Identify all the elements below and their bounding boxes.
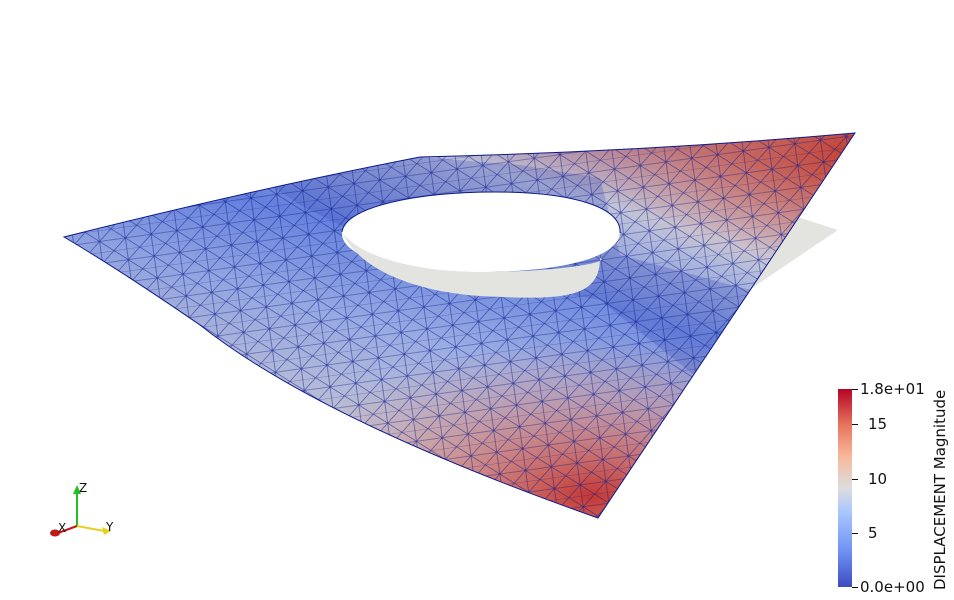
colorbar-tick-label: 10 <box>868 470 888 488</box>
colorbar-title: DISPLACEMENT Magnitude <box>931 389 949 590</box>
axis-y-label: Y <box>106 520 114 534</box>
colorbar-tick-label: 5 <box>868 524 878 542</box>
deformed-plate-mesh <box>62 132 856 519</box>
colorbar-tick <box>852 479 858 480</box>
axis-z-label: Z <box>79 481 88 495</box>
orientation-axes <box>50 485 111 537</box>
colorbar-gradient <box>838 389 852 587</box>
colorbar-tick <box>852 389 858 390</box>
plate-hole <box>341 192 621 272</box>
colorbar-tick <box>852 587 858 588</box>
axis-x-label: X <box>58 521 67 535</box>
colorbar-min-label: 0.0e+00 <box>860 578 925 596</box>
colorbar-max-label: 1.8e+01 <box>860 380 925 398</box>
colorbar-tick <box>852 424 858 425</box>
hole-inner-wall <box>342 232 602 298</box>
colorbar-tick-label: 15 <box>868 415 888 433</box>
colorbar-tick <box>852 533 858 534</box>
